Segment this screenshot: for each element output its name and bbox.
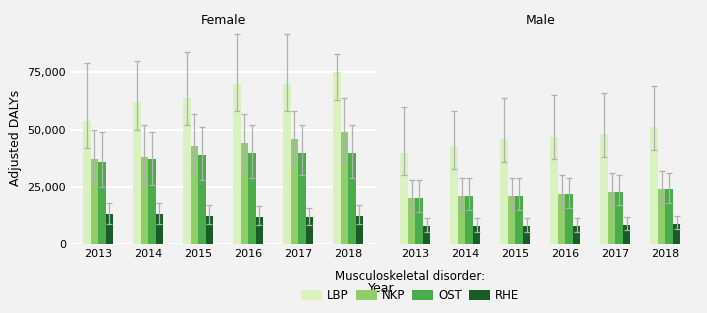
Bar: [658, 189, 665, 244]
Legend: LBP, NKP, OST, RHE: LBP, NKP, OST, RHE: [296, 266, 524, 307]
Bar: [333, 73, 341, 244]
Bar: [98, 162, 106, 244]
Bar: [600, 134, 608, 244]
Bar: [458, 196, 465, 244]
Y-axis label: Adjusted DALYs: Adjusted DALYs: [8, 90, 22, 186]
Bar: [408, 198, 416, 244]
Bar: [291, 139, 298, 244]
Bar: [133, 102, 141, 244]
Bar: [148, 159, 156, 244]
Bar: [450, 146, 458, 244]
Bar: [106, 214, 113, 244]
Bar: [356, 216, 363, 244]
Bar: [341, 132, 348, 244]
Bar: [191, 146, 198, 244]
Bar: [206, 216, 214, 244]
Bar: [615, 192, 623, 244]
Bar: [416, 198, 423, 244]
Bar: [90, 159, 98, 244]
Bar: [566, 194, 573, 244]
Bar: [298, 153, 305, 244]
Bar: [508, 196, 515, 244]
Bar: [83, 121, 90, 244]
Bar: [248, 153, 256, 244]
Bar: [673, 223, 680, 244]
Bar: [156, 214, 163, 244]
Bar: [573, 226, 580, 244]
Bar: [423, 226, 431, 244]
Bar: [608, 192, 615, 244]
Bar: [305, 217, 313, 244]
Bar: [523, 226, 530, 244]
Bar: [473, 226, 480, 244]
Bar: [623, 225, 631, 244]
Text: Year: Year: [368, 282, 395, 295]
Bar: [465, 196, 473, 244]
Bar: [183, 98, 191, 244]
Bar: [284, 84, 291, 244]
Bar: [550, 136, 558, 244]
Bar: [348, 153, 356, 244]
Title: Female: Female: [201, 14, 246, 27]
Bar: [141, 157, 148, 244]
Bar: [233, 84, 240, 244]
Bar: [501, 139, 508, 244]
Bar: [515, 196, 523, 244]
Bar: [240, 143, 248, 244]
Bar: [256, 217, 263, 244]
Bar: [198, 155, 206, 244]
Bar: [665, 189, 673, 244]
Bar: [400, 153, 408, 244]
Bar: [558, 194, 566, 244]
Title: Male: Male: [525, 14, 555, 27]
Bar: [650, 127, 658, 244]
